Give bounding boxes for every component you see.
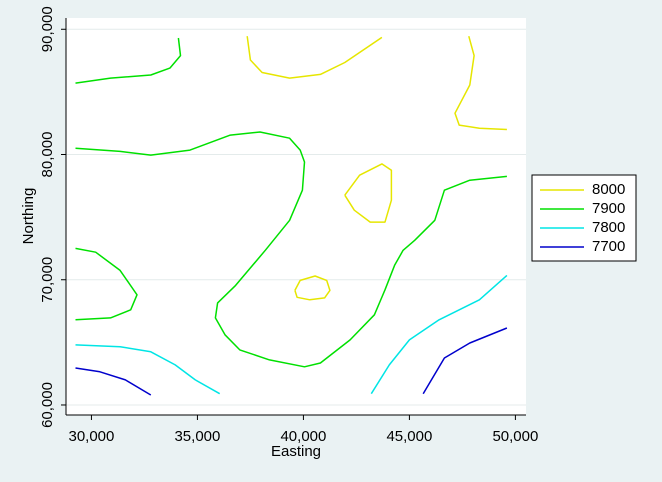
legend-label: 7800	[592, 219, 625, 236]
contour-line	[294, 275, 331, 301]
legend-label: 7900	[592, 200, 625, 217]
contour-line	[75, 344, 221, 395]
y-tick-label: 90,000	[39, 6, 56, 52]
y-tick-label: 60,000	[39, 382, 56, 428]
x-tick-label: 30,000	[68, 428, 114, 445]
legend-label: 8000	[592, 181, 625, 198]
contour-line	[246, 36, 383, 79]
contour-line	[422, 327, 508, 395]
y-axis-label: Northing	[20, 188, 37, 245]
x-tick-label: 35,000	[174, 428, 220, 445]
legend-label: 7700	[592, 238, 625, 255]
contour-line	[75, 247, 138, 321]
contour-line	[370, 274, 508, 395]
x-tick-label: 50,000	[492, 428, 538, 445]
x-tick-label: 40,000	[280, 428, 326, 445]
y-tick-label: 80,000	[39, 132, 56, 178]
contour-line	[344, 163, 393, 223]
contour-line	[75, 367, 152, 396]
x-axis-label: Easting	[271, 443, 321, 460]
contour-line	[75, 131, 507, 368]
plot-area	[66, 18, 526, 415]
contour-line	[454, 36, 507, 131]
x-tick-label: 45,000	[386, 428, 432, 445]
y-tick-label: 70,000	[39, 257, 56, 303]
contour-line	[75, 37, 182, 84]
